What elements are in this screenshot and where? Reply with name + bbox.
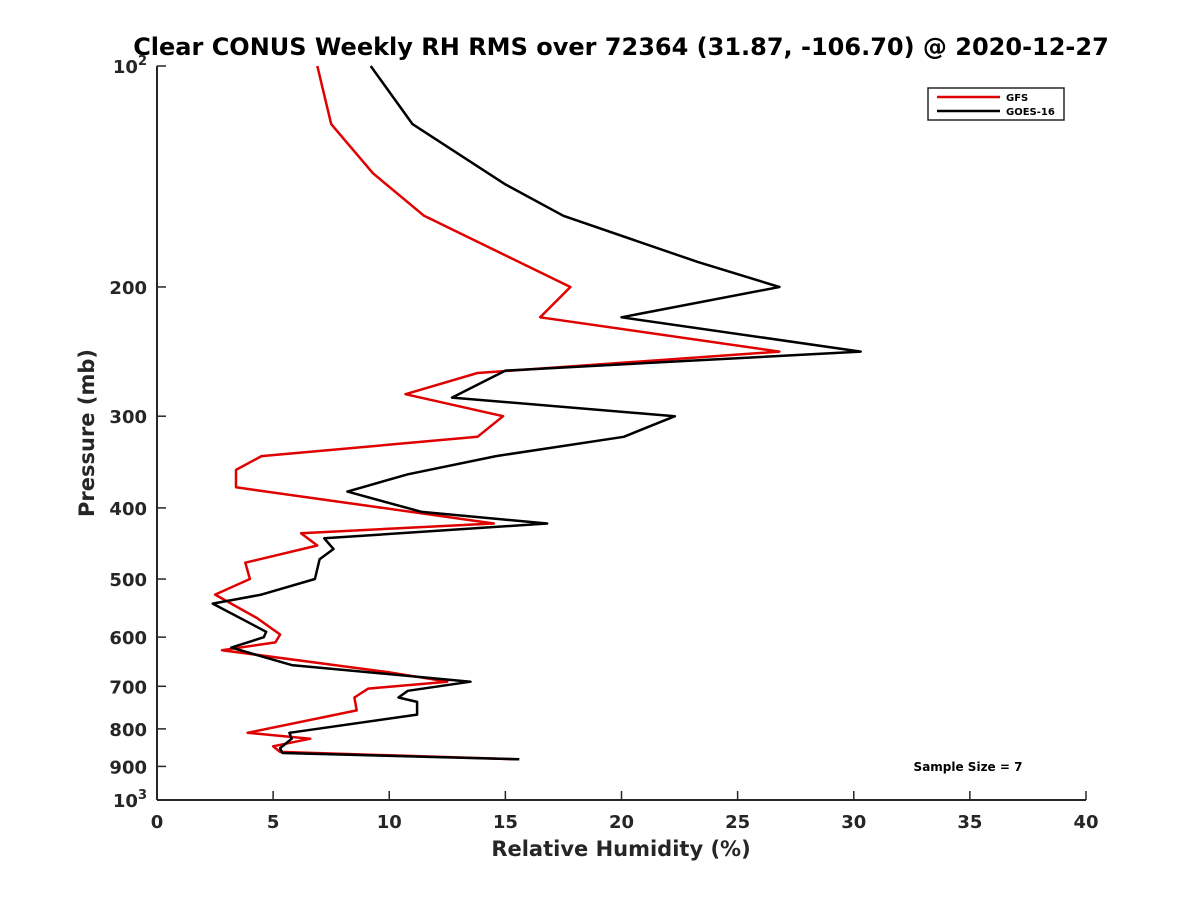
y-ticks: 102 200 300 400 500 600 700 800 900 103	[109, 54, 166, 812]
y-tick-label: 400	[109, 499, 147, 520]
plot-area	[157, 66, 1086, 800]
x-tick-label: 25	[725, 812, 750, 833]
y-tick-label: 800	[109, 720, 147, 741]
x-tick-label: 20	[609, 812, 634, 833]
x-tick-label: 15	[493, 812, 518, 833]
y-tick-label: 102	[113, 54, 147, 78]
y-tick-label: 103	[113, 788, 147, 812]
y-tick-label: 700	[109, 677, 147, 698]
chart-title: Clear CONUS Weekly RH RMS over 72364 (31…	[133, 33, 1109, 61]
y-tick-label: 500	[109, 570, 147, 591]
y-tick-label: 600	[109, 628, 147, 649]
plot-background	[157, 66, 1086, 800]
y-tick-label: 200	[109, 278, 147, 299]
legend-label-gfs: GFS	[1006, 93, 1028, 104]
y-tick-label: 300	[109, 407, 147, 428]
y-axis-label: Pressure (mb)	[75, 349, 99, 517]
x-tick-label: 10	[377, 812, 402, 833]
x-axis-label: Relative Humidity (%)	[491, 837, 750, 861]
legend-box	[927, 87, 1065, 121]
legend: GFS GOES-16	[927, 87, 1065, 121]
x-ticks: 0 5 10 15 20 25 30 35 40	[151, 791, 1099, 833]
series-line-goes16	[211, 65, 862, 761]
y-tick-label: 900	[109, 757, 147, 778]
x-tick-label: 5	[267, 812, 280, 833]
x-tick-label: 35	[957, 812, 982, 833]
sample-size-annotation: Sample Size = 7	[914, 760, 1023, 774]
x-tick-label: 0	[151, 812, 164, 833]
series-layer	[211, 65, 862, 761]
x-tick-label: 30	[841, 812, 866, 833]
series-line-gfs	[213, 65, 781, 761]
x-tick-label: 40	[1073, 812, 1098, 833]
legend-label-goes16: GOES-16	[1006, 107, 1055, 118]
